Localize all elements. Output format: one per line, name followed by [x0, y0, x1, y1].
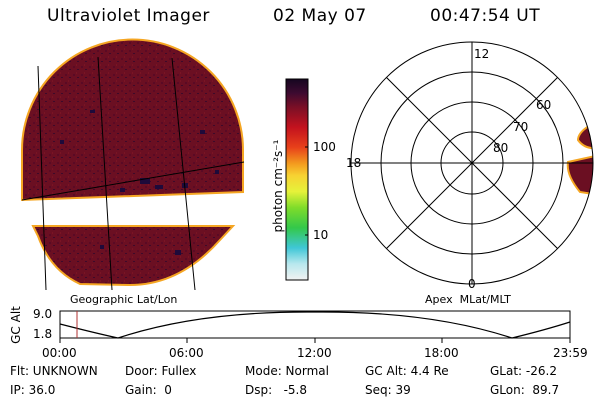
- altitude-xtick-2: 12:00: [297, 346, 332, 360]
- polar-mlt-18: 18: [346, 156, 362, 170]
- info-door: Door: Fullex: [125, 364, 197, 378]
- polar-mlt-0: 0: [468, 277, 476, 291]
- altitude-xtick-0: 00:00: [42, 346, 77, 360]
- altitude-ytick-9: 9.0: [33, 307, 53, 321]
- geo-image: [21, 38, 245, 291]
- polar-aurora-lower: [566, 153, 593, 197]
- altitude-curve: [59, 311, 571, 339]
- time-label: 00:47:54 UT: [430, 6, 541, 26]
- polar-plot: [350, 41, 594, 285]
- altitude-ytick-1.8: 1.8: [33, 327, 53, 341]
- geo-grid-lines: [21, 56, 245, 291]
- polar-mlt-12: 12: [474, 47, 490, 61]
- instrument-title: Ultraviolet Imager: [47, 6, 210, 26]
- info-dsp: Dsp: -5.8: [245, 383, 308, 397]
- colorbar-tick-100: 100: [313, 140, 336, 154]
- altitude-ylabel: GC Alt: [9, 306, 23, 344]
- info-glat: GLat: -26.2: [490, 364, 557, 378]
- date-label: 02 May 07: [273, 6, 367, 26]
- altitude-xtick-3: 18:00: [424, 346, 459, 360]
- info-glon: GLon: 89.7: [490, 383, 560, 397]
- polar-lat-80: 80: [493, 141, 509, 155]
- colorbar-tick-10: 10: [313, 228, 329, 242]
- polar-lat-70: 70: [513, 120, 529, 134]
- info-mode: Mode: Normal: [245, 364, 329, 378]
- altitude-xtick-4: 23:59: [553, 346, 588, 360]
- colorbar-unit-label: photon cm⁻²s⁻¹: [271, 139, 285, 233]
- colorbar: [285, 78, 309, 281]
- polar-lat-60: 60: [536, 98, 552, 112]
- geo-image-upper: [21, 38, 244, 202]
- altitude-plot: [59, 310, 571, 343]
- info-ip: IP: 36.0: [10, 383, 56, 397]
- info-gain: Gain: 0: [125, 383, 172, 397]
- geo-caption: Geographic Lat/Lon: [70, 293, 178, 306]
- polar-caption: Apex MLat/MLT: [425, 293, 511, 306]
- geo-image-lower: [31, 225, 236, 287]
- info-gcalt: GC Alt: 4.4 Re: [365, 364, 449, 378]
- info-seq: Seq: 39: [365, 383, 411, 397]
- altitude-xtick-1: 06:00: [169, 346, 204, 360]
- info-flt: Flt: UNKNOWN: [10, 364, 98, 378]
- colorbar-ticks: [305, 146, 308, 236]
